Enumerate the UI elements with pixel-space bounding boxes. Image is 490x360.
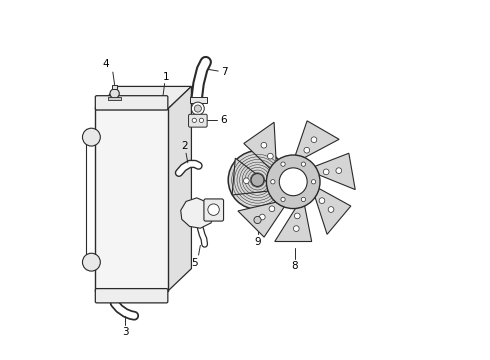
Text: 7: 7	[221, 67, 228, 77]
Circle shape	[194, 105, 201, 112]
Polygon shape	[275, 206, 312, 242]
Circle shape	[192, 102, 204, 115]
Polygon shape	[295, 121, 339, 158]
Text: 2: 2	[181, 141, 188, 151]
Circle shape	[319, 198, 325, 203]
Text: 8: 8	[292, 261, 298, 271]
Polygon shape	[244, 122, 276, 168]
Circle shape	[294, 226, 299, 231]
Circle shape	[110, 89, 119, 98]
Circle shape	[301, 197, 306, 202]
Polygon shape	[168, 86, 192, 291]
FancyBboxPatch shape	[96, 289, 168, 303]
Text: 5: 5	[192, 257, 198, 267]
Circle shape	[281, 197, 285, 202]
Circle shape	[301, 162, 306, 166]
Circle shape	[256, 180, 262, 186]
Circle shape	[82, 128, 100, 146]
Circle shape	[328, 207, 334, 212]
Circle shape	[336, 168, 342, 174]
Circle shape	[251, 174, 264, 186]
Circle shape	[304, 147, 310, 153]
Polygon shape	[315, 153, 355, 190]
Text: 3: 3	[122, 327, 129, 337]
Circle shape	[323, 169, 329, 175]
Circle shape	[261, 142, 267, 148]
Circle shape	[270, 180, 275, 184]
FancyBboxPatch shape	[189, 114, 207, 127]
FancyBboxPatch shape	[96, 96, 168, 110]
Circle shape	[254, 216, 261, 224]
Circle shape	[244, 178, 249, 184]
Bar	[108, 97, 121, 100]
FancyBboxPatch shape	[204, 199, 223, 221]
Circle shape	[228, 151, 287, 209]
Polygon shape	[181, 198, 214, 228]
Circle shape	[267, 155, 320, 208]
Polygon shape	[315, 189, 351, 234]
Bar	[112, 85, 118, 89]
Polygon shape	[95, 86, 192, 109]
Text: 6: 6	[220, 115, 227, 125]
Bar	[86, 128, 97, 146]
Circle shape	[312, 180, 316, 184]
Circle shape	[268, 153, 273, 159]
Polygon shape	[95, 109, 168, 291]
Circle shape	[208, 204, 220, 215]
Circle shape	[269, 206, 275, 212]
Text: 9: 9	[254, 237, 261, 247]
Circle shape	[281, 162, 285, 166]
Text: 4: 4	[102, 59, 109, 69]
Bar	[190, 97, 207, 103]
Circle shape	[199, 118, 203, 122]
Circle shape	[311, 137, 317, 143]
Polygon shape	[232, 158, 268, 195]
Circle shape	[192, 118, 196, 122]
Circle shape	[294, 213, 300, 219]
Bar	[86, 253, 97, 271]
Text: 1: 1	[163, 72, 170, 82]
Circle shape	[82, 253, 100, 271]
Circle shape	[259, 214, 265, 220]
Circle shape	[279, 168, 307, 196]
Polygon shape	[238, 202, 284, 237]
